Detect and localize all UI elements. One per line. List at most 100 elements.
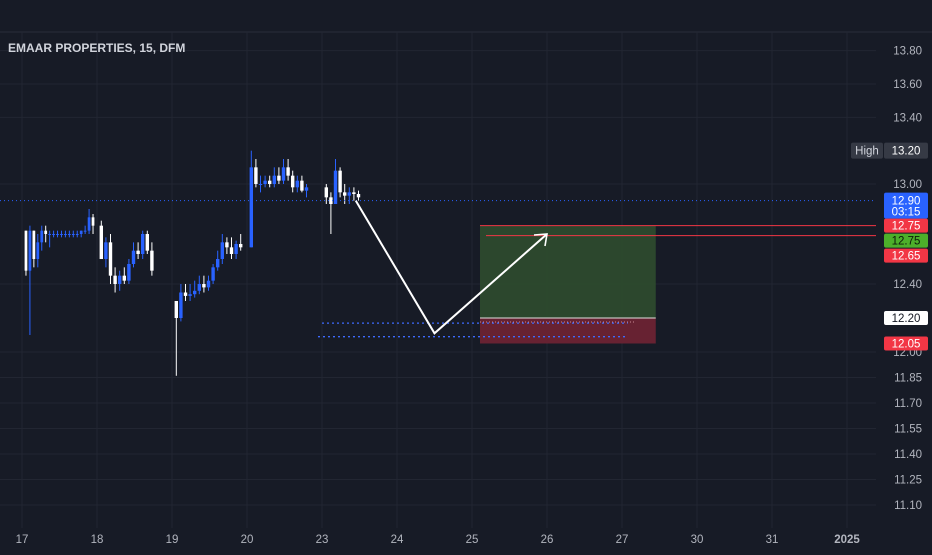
- candle[interactable]: [286, 159, 290, 181]
- candle[interactable]: [216, 250, 220, 271]
- candle[interactable]: [83, 225, 87, 234]
- price-label-text: 12.75: [892, 236, 921, 248]
- candle-body: [211, 267, 215, 281]
- candle-body: [258, 184, 263, 185]
- candle[interactable]: [67, 230, 71, 238]
- x-tick-label: 31: [766, 534, 779, 546]
- candle[interactable]: [338, 167, 342, 198]
- candle[interactable]: [174, 301, 178, 376]
- candle[interactable]: [60, 230, 63, 238]
- candle[interactable]: [352, 187, 356, 201]
- candle[interactable]: [272, 167, 276, 188]
- candle[interactable]: [329, 192, 333, 234]
- candle[interactable]: [91, 214, 95, 234]
- candle[interactable]: [234, 240, 238, 259]
- candle[interactable]: [131, 242, 136, 268]
- candle[interactable]: [225, 237, 229, 254]
- symbol-title[interactable]: EMAAR PROPERTIES, 15, DFM: [8, 41, 185, 55]
- candle-body: [291, 175, 295, 188]
- price-label[interactable]: 12.20: [884, 311, 928, 325]
- candle[interactable]: [179, 284, 183, 322]
- candle[interactable]: [183, 284, 188, 301]
- y-tick-label: 13.40: [893, 112, 922, 124]
- candle[interactable]: [44, 225, 48, 243]
- candle[interactable]: [64, 230, 67, 238]
- candle[interactable]: [75, 230, 79, 238]
- target-zone[interactable]: [480, 225, 656, 318]
- candle[interactable]: [24, 230, 28, 276]
- candle[interactable]: [211, 264, 215, 284]
- candle[interactable]: [300, 175, 304, 193]
- high-label-text: High: [855, 146, 879, 158]
- candle[interactable]: [52, 230, 55, 238]
- price-label[interactable]: 12.05: [884, 336, 928, 351]
- high-label[interactable]: High: [851, 142, 883, 159]
- candle[interactable]: [141, 230, 145, 259]
- candle[interactable]: [249, 150, 253, 248]
- candle[interactable]: [150, 242, 154, 276]
- candle[interactable]: [277, 167, 281, 184]
- candle[interactable]: [32, 230, 36, 268]
- candle[interactable]: [79, 230, 83, 238]
- price-label[interactable]: 12.75: [884, 218, 928, 233]
- candle[interactable]: [71, 230, 75, 238]
- candle[interactable]: [113, 267, 117, 293]
- candle[interactable]: [99, 220, 103, 259]
- projection-path[interactable]: [354, 200, 548, 335]
- price-label[interactable]: 12.65: [884, 248, 928, 263]
- candle[interactable]: [145, 230, 149, 254]
- candle[interactable]: [197, 275, 201, 295]
- candle[interactable]: [104, 237, 108, 268]
- price-label[interactable]: 12.75: [884, 233, 928, 248]
- candle[interactable]: [291, 170, 295, 193]
- candle[interactable]: [36, 234, 40, 268]
- candle[interactable]: [295, 175, 299, 193]
- candle-body: [268, 180, 272, 184]
- candle-body: [91, 217, 95, 226]
- candle[interactable]: [118, 270, 122, 291]
- high-value-label[interactable]: 13.20: [884, 142, 928, 159]
- candle[interactable]: [258, 175, 263, 193]
- candle[interactable]: [239, 234, 243, 251]
- price-label-bg: [884, 336, 928, 351]
- candle[interactable]: [202, 275, 206, 293]
- candle[interactable]: [263, 175, 267, 188]
- candle[interactable]: [333, 159, 338, 204]
- candle[interactable]: [108, 234, 113, 284]
- y-tick-label: 13.60: [893, 79, 922, 91]
- last-price-value: 12.90: [892, 196, 921, 208]
- y-tick-label: 13.00: [893, 179, 922, 191]
- x-tick-label: 24: [391, 534, 404, 546]
- candle[interactable]: [254, 159, 258, 188]
- candle-body: [127, 264, 131, 281]
- candle[interactable]: [268, 175, 272, 188]
- candle[interactable]: [56, 230, 59, 238]
- candle[interactable]: [220, 234, 224, 264]
- y-tick-label: 13.80: [893, 46, 922, 58]
- candle[interactable]: [281, 159, 286, 184]
- y-tick-label: 11.25: [894, 475, 922, 487]
- candle[interactable]: [347, 187, 351, 204]
- candle[interactable]: [206, 275, 211, 291]
- candle-body: [28, 230, 32, 271]
- candle[interactable]: [87, 209, 91, 234]
- candle[interactable]: [229, 237, 234, 259]
- candle[interactable]: [188, 284, 192, 301]
- price-label-text: 12.75: [892, 221, 921, 233]
- candle[interactable]: [122, 267, 126, 284]
- x-tick-label: 25: [466, 534, 479, 546]
- candle-body: [304, 187, 309, 191]
- candle[interactable]: [324, 184, 328, 204]
- candle[interactable]: [48, 230, 52, 248]
- candle-body: [104, 242, 108, 259]
- candle[interactable]: [356, 190, 361, 201]
- candle[interactable]: [40, 225, 44, 251]
- candle[interactable]: [28, 225, 32, 335]
- candle[interactable]: [304, 184, 309, 198]
- candle[interactable]: [127, 259, 131, 284]
- candle[interactable]: [136, 242, 140, 259]
- candle[interactable]: [193, 280, 197, 298]
